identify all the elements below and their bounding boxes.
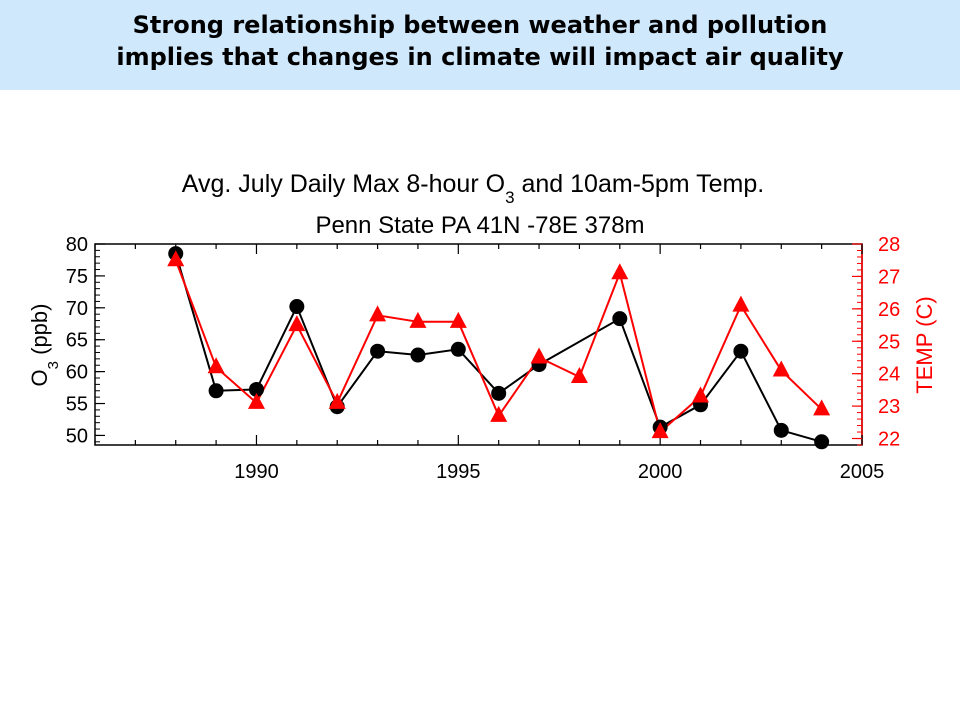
temperature-point (247, 392, 265, 409)
left-tick-label: 60 (66, 362, 88, 384)
temperature-point (570, 366, 588, 383)
x-axis: 1990 1995 2000 2005 (94, 244, 885, 483)
ozone-point (612, 311, 628, 327)
x-tick-label: 2005 (840, 461, 885, 483)
ozone-point (450, 341, 466, 357)
temperature-point (651, 422, 669, 439)
right-tick-label: 22 (878, 429, 900, 451)
temperature-point (288, 315, 306, 332)
banner-line-2: implies that changes in climate will imp… (116, 43, 844, 71)
temperature-point (167, 250, 185, 267)
left-tick-label: 55 (66, 394, 88, 416)
plot-frame (94, 243, 863, 446)
temperature-point (813, 399, 831, 416)
right-axis-label: TEMP (C) (912, 296, 937, 393)
temperature-point (409, 311, 427, 328)
chart-title: Avg. July Daily Max 8-hour O3 and 10am-5… (182, 170, 764, 207)
series-markers (167, 246, 831, 450)
ozone-point (248, 381, 264, 397)
right-y-axis: 22 23 24 25 26 27 28 (852, 234, 900, 451)
ozone-point (410, 347, 426, 363)
temperature-point (369, 305, 387, 322)
temperature-point (772, 360, 790, 377)
x-tick-label: 1995 (436, 461, 481, 483)
temperature-point (732, 295, 750, 312)
temperature-point (530, 347, 548, 364)
right-tick-label: 24 (878, 364, 900, 386)
left-tick-label: 75 (66, 266, 88, 288)
temperature-point (611, 263, 629, 280)
right-tick-label: 27 (878, 266, 900, 288)
chart-subtitle: Penn State PA 41N -78E 378m (315, 212, 644, 239)
ozone-point (370, 343, 386, 359)
temperature-point (449, 311, 467, 328)
right-tick-label: 23 (878, 396, 900, 418)
ozone-point (491, 385, 507, 401)
temperature-point (207, 357, 225, 374)
right-tick-label: 28 (878, 234, 900, 256)
temperature-point (328, 392, 346, 409)
temperature-point (490, 405, 508, 422)
ozone-point (733, 343, 749, 359)
left-y-axis: 50 55 60 65 70 75 80 (66, 234, 105, 447)
left-tick-label: 65 (66, 330, 88, 352)
temperature-point (692, 386, 710, 403)
left-tick-label: 50 (66, 425, 88, 447)
banner-line-1: Strong relationship between weather and … (132, 11, 828, 39)
right-tick-label: 26 (878, 299, 900, 321)
ozone-point (814, 434, 830, 450)
left-tick-label: 80 (66, 234, 88, 256)
title-banner: Strong relationship between weather and … (0, 0, 960, 90)
x-tick-label: 1990 (234, 461, 279, 483)
left-axis-label: O3 (ppb) (27, 304, 62, 387)
left-tick-label: 70 (66, 298, 88, 320)
ozone-point (208, 383, 224, 399)
x-tick-label: 2000 (638, 461, 683, 483)
ozone-point (289, 299, 305, 315)
ozone-point (773, 422, 789, 438)
right-tick-label: 25 (878, 331, 900, 353)
